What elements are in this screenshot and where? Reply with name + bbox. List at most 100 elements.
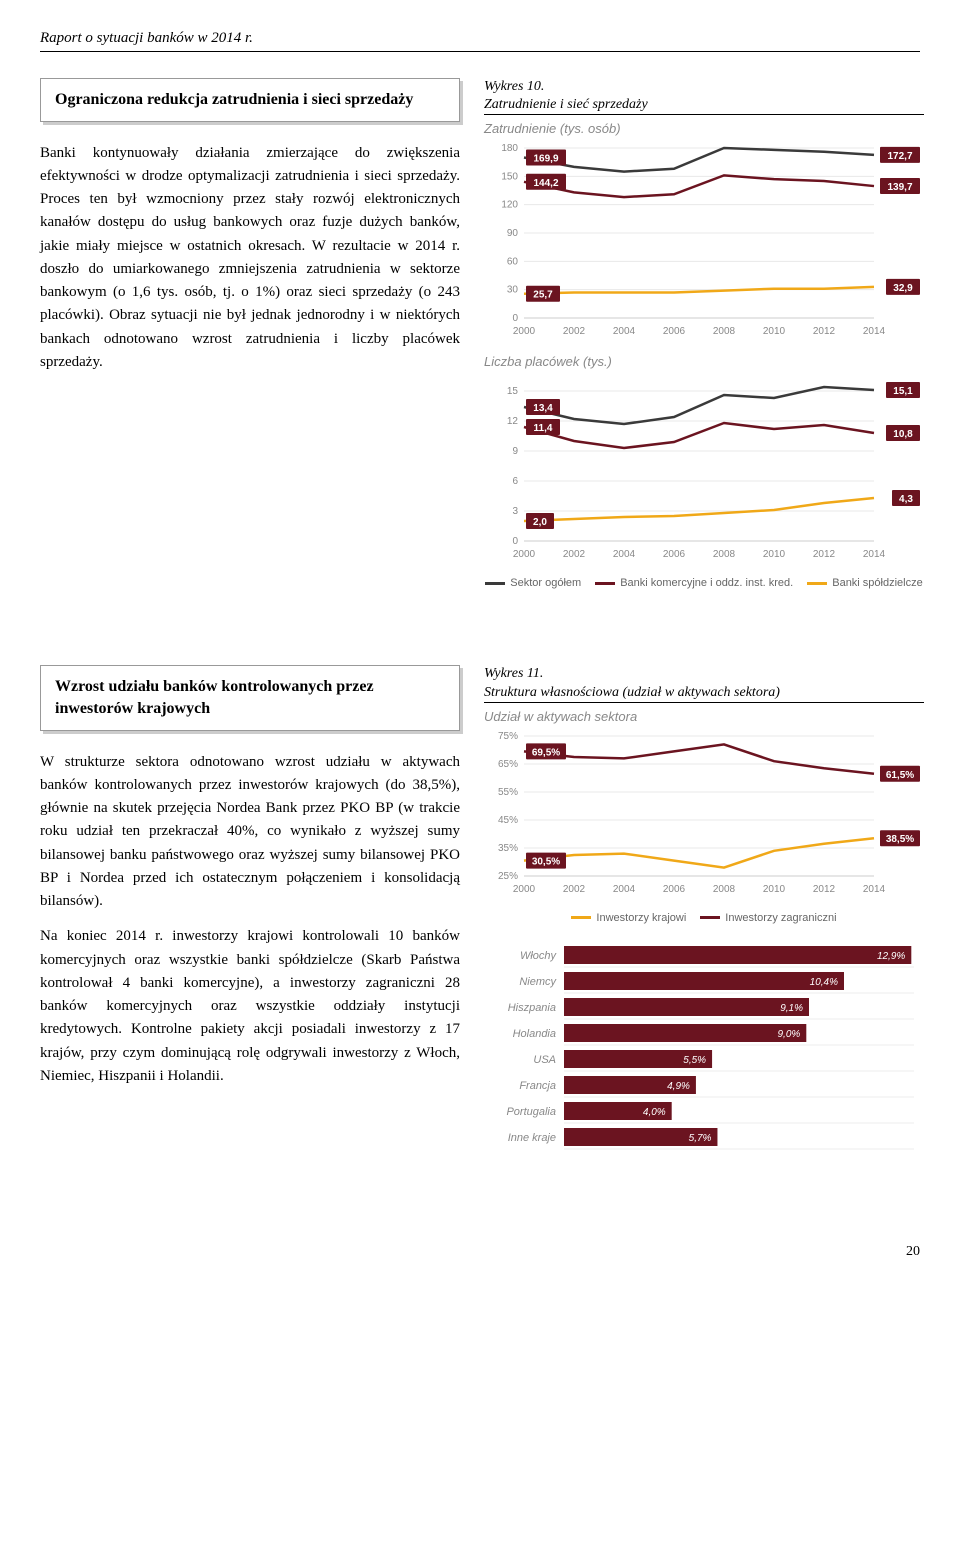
svg-text:5,7%: 5,7% [689, 1133, 712, 1144]
svg-text:0: 0 [512, 313, 518, 324]
svg-text:USA: USA [533, 1054, 556, 1066]
wykres11-title: Struktura własnościowa (udział w aktywac… [484, 684, 924, 703]
callout-ownership: Wzrost udziału banków kontrolowanych prz… [40, 665, 460, 730]
paragraph-ownership-2: Na koniec 2014 r. inwestorzy krajowi kon… [40, 925, 460, 1088]
svg-text:169,9: 169,9 [533, 154, 558, 165]
svg-text:139,7: 139,7 [887, 182, 912, 193]
svg-text:Francja: Francja [519, 1080, 556, 1092]
svg-text:9: 9 [512, 446, 518, 457]
wykres11-number: Wykres 11. [484, 666, 543, 681]
wykres10-number: Wykres 10. [484, 79, 544, 94]
svg-text:144,2: 144,2 [533, 178, 558, 189]
callout-employment: Ograniczona redukcja zatrudnienia i siec… [40, 78, 460, 122]
svg-text:15: 15 [507, 386, 519, 397]
svg-text:38,5%: 38,5% [886, 834, 914, 845]
svg-text:4,0%: 4,0% [643, 1107, 666, 1118]
svg-text:Włochy: Włochy [520, 950, 558, 962]
svg-text:5,5%: 5,5% [683, 1055, 706, 1066]
svg-text:2014: 2014 [863, 884, 886, 895]
svg-text:2002: 2002 [563, 884, 586, 895]
chart-employment: 0 30 60 90 120 150 180 2000 2002 2004 2006 2008 2010… [484, 140, 924, 340]
svg-text:Portugalia: Portugalia [506, 1106, 556, 1118]
svg-text:Inne kraje: Inne kraje [508, 1132, 556, 1144]
svg-text:55%: 55% [498, 787, 518, 798]
svg-text:2000: 2000 [513, 326, 536, 337]
svg-text:25%: 25% [498, 871, 518, 882]
svg-text:2006: 2006 [663, 884, 686, 895]
svg-text:60: 60 [507, 257, 519, 268]
chart-ownership-title: Udział w aktywach sektora [484, 709, 924, 724]
svg-text:2004: 2004 [613, 326, 636, 337]
svg-text:11,4: 11,4 [534, 423, 553, 434]
svg-text:120: 120 [501, 200, 518, 211]
svg-text:2010: 2010 [763, 326, 786, 337]
legend-item: Banki spółdzielcze [807, 577, 923, 589]
svg-text:25,7: 25,7 [533, 290, 553, 301]
wykres11-label: Wykres 11. Struktura własnościowa (udzia… [484, 665, 924, 702]
section-employment: Ograniczona redukcja zatrudnienia i siec… [40, 78, 920, 605]
svg-text:150: 150 [501, 172, 518, 183]
svg-text:13,4: 13,4 [533, 403, 553, 414]
svg-text:65%: 65% [498, 759, 518, 770]
wykres10-label: Wykres 10. Zatrudnienie i sieć sprzedaży [484, 78, 924, 115]
svg-text:2014: 2014 [863, 549, 886, 560]
svg-text:2,0: 2,0 [533, 517, 547, 528]
chart-employment-title: Zatrudnienie (tys. osób) [484, 121, 924, 136]
legend-item: Inwestorzy zagraniczni [700, 912, 836, 924]
svg-text:2002: 2002 [563, 326, 586, 337]
chart-branches-title: Liczba placówek (tys.) [484, 354, 924, 369]
svg-text:35%: 35% [498, 843, 518, 854]
svg-text:69,5%: 69,5% [532, 747, 560, 758]
legend-item: Inwestorzy krajowi [571, 912, 686, 924]
svg-text:2000: 2000 [513, 884, 536, 895]
svg-text:180: 180 [501, 143, 518, 154]
paragraph-employment: Banki kontynuowały działania zmierzające… [40, 142, 460, 375]
page-header: Raport o sytuacji banków w 2014 r. [40, 30, 920, 52]
svg-text:9,0%: 9,0% [778, 1029, 801, 1040]
svg-text:15,1: 15,1 [893, 386, 913, 397]
legend-wykres10: Sektor ogółem Banki komercyjne i oddz. in… [484, 577, 924, 589]
legend-wykres11: Inwestorzy krajowi Inwestorzy zagraniczni [484, 912, 924, 924]
svg-text:2012: 2012 [813, 549, 836, 560]
svg-text:9,1%: 9,1% [780, 1003, 803, 1014]
svg-text:12,9%: 12,9% [877, 951, 905, 962]
svg-text:2014: 2014 [863, 326, 886, 337]
svg-text:4,3: 4,3 [899, 494, 913, 505]
svg-text:2008: 2008 [713, 549, 736, 560]
svg-text:10,8: 10,8 [893, 429, 913, 440]
svg-text:12: 12 [507, 416, 519, 427]
chart-branches: 0369121520002002200420062008201020122014… [484, 373, 924, 563]
svg-text:2006: 2006 [663, 549, 686, 560]
svg-text:90: 90 [507, 228, 519, 239]
svg-text:2008: 2008 [713, 884, 736, 895]
svg-text:2010: 2010 [763, 884, 786, 895]
svg-text:32,9: 32,9 [893, 283, 913, 294]
svg-text:Hiszpania: Hiszpania [508, 1002, 556, 1014]
svg-text:2004: 2004 [613, 884, 636, 895]
svg-text:172,7: 172,7 [887, 151, 912, 162]
svg-text:6: 6 [512, 476, 518, 487]
svg-text:2008: 2008 [713, 326, 736, 337]
wykres10-title: Zatrudnienie i sieć sprzedaży [484, 96, 924, 115]
svg-text:2002: 2002 [563, 549, 586, 560]
svg-text:30,5%: 30,5% [532, 856, 560, 867]
section-ownership: Wzrost udziału banków kontrolowanych prz… [40, 665, 920, 1183]
svg-text:2012: 2012 [813, 326, 836, 337]
legend-item: Sektor ogółem [485, 577, 581, 589]
svg-text:2010: 2010 [763, 549, 786, 560]
svg-text:3: 3 [512, 506, 518, 517]
svg-text:0: 0 [512, 536, 518, 547]
svg-text:75%: 75% [498, 731, 518, 742]
chart-countries: Włochy 12,9% Niemcy 10,4% Hiszpania 9,1% Holan… [484, 940, 924, 1170]
svg-text:2000: 2000 [513, 549, 536, 560]
svg-text:2006: 2006 [663, 326, 686, 337]
legend-item: Banki komercyjne i oddz. inst. kred. [595, 577, 793, 589]
chart-ownership: 25% 35% 45% 55% 65% 75% 2000 2002 2004 2006 2008 20… [484, 728, 924, 898]
svg-text:30: 30 [507, 285, 519, 296]
svg-text:10,4%: 10,4% [810, 977, 838, 988]
paragraph-ownership-1: W strukturze sektora odnotowano wzrost u… [40, 751, 460, 914]
svg-text:Niemcy: Niemcy [519, 976, 557, 988]
svg-text:Holandia: Holandia [513, 1028, 556, 1040]
svg-text:61,5%: 61,5% [886, 770, 914, 781]
svg-text:45%: 45% [498, 815, 518, 826]
